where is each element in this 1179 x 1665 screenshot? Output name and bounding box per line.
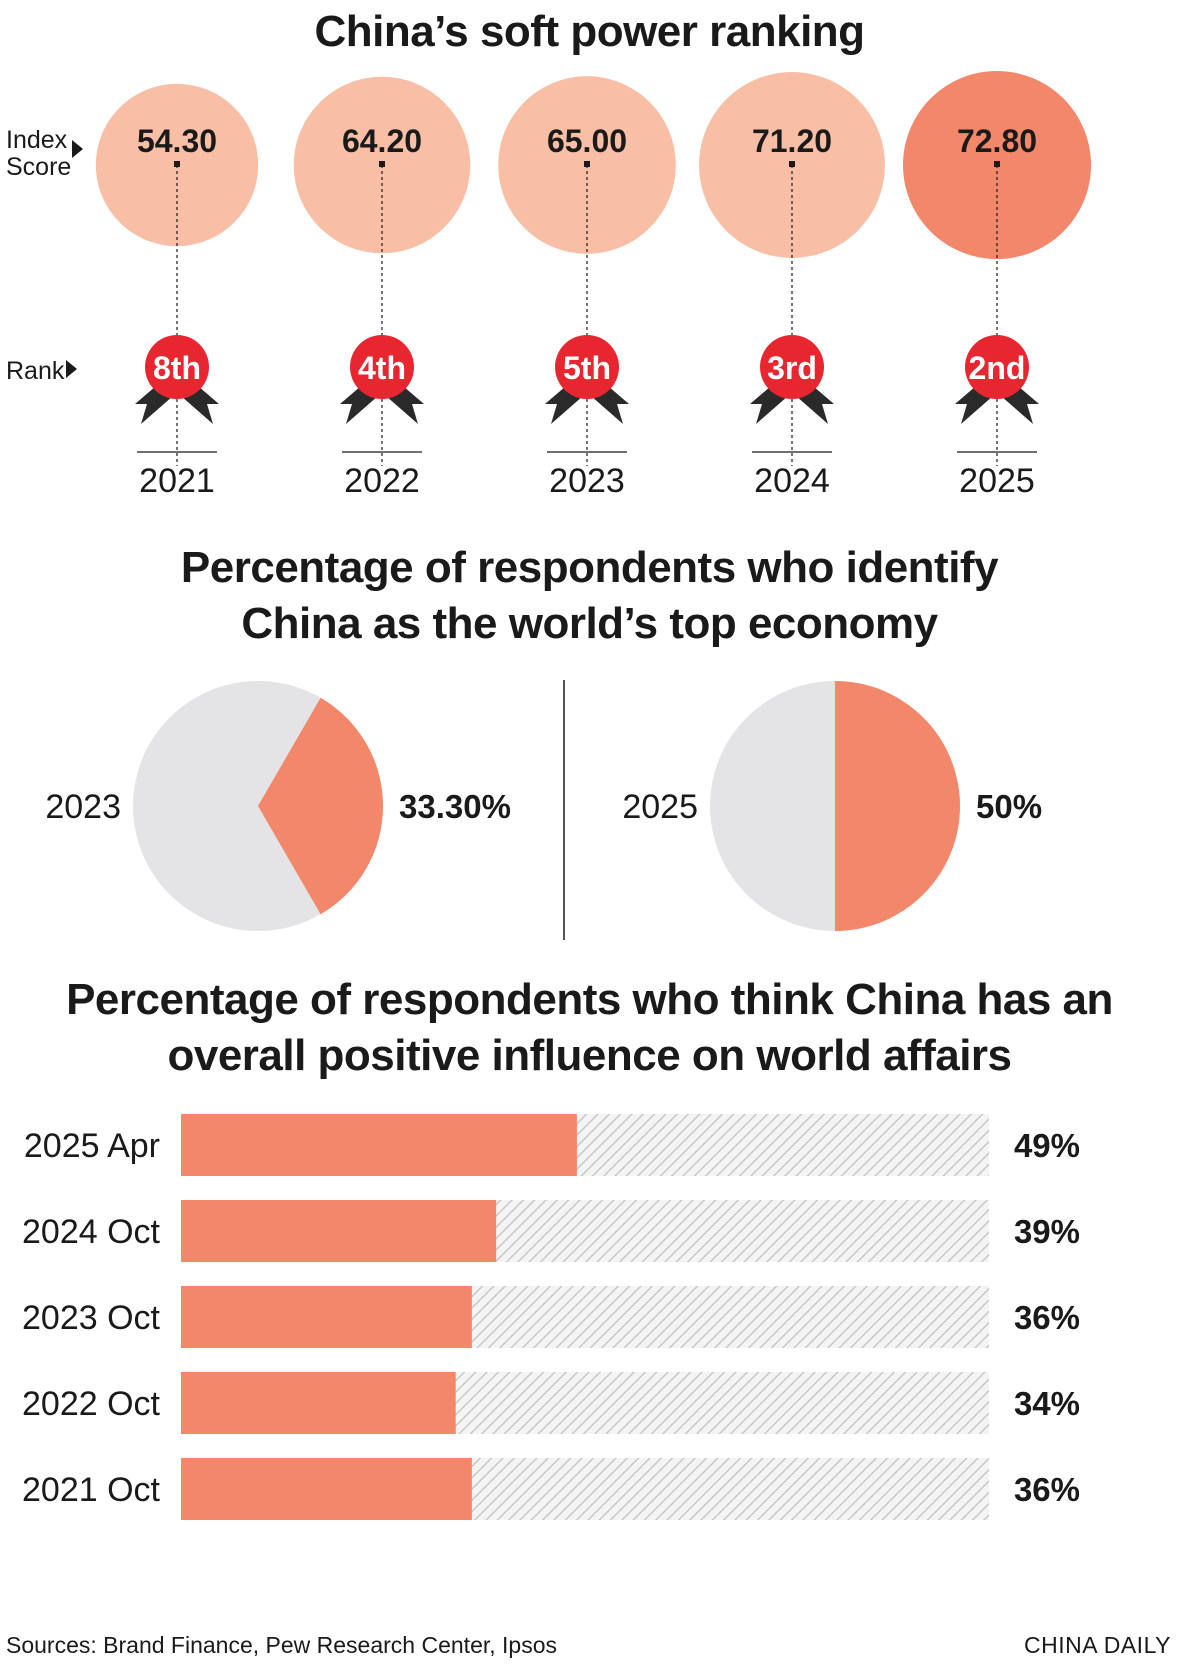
score-label-2021: 54.30	[137, 123, 217, 159]
year-label-2025: 2025	[959, 462, 1035, 500]
score-label-2023: 65.00	[547, 123, 627, 159]
bar-2023-Oct	[181, 1286, 472, 1348]
bar-2025-Apr	[181, 1114, 577, 1176]
pie-slice-2025	[835, 681, 960, 931]
score-label-2024: 71.20	[752, 123, 832, 159]
economy-title-line2: China as the world’s top economy	[241, 599, 938, 648]
rank-label-2021: 8th	[153, 350, 201, 386]
bar-value-label-3: 34%	[1014, 1385, 1080, 1422]
influence-title-line2: overall positive influence on world affa…	[167, 1031, 1012, 1080]
bar-category-label-0: 2025 Apr	[24, 1127, 160, 1165]
bar-value-label-1: 39%	[1014, 1213, 1080, 1250]
influence-title-line1: Percentage of respondents who think Chin…	[66, 975, 1113, 1024]
rank-badge-icon-2025	[955, 335, 1039, 424]
soft-power-title: China’s soft power ranking	[314, 7, 865, 56]
leader-dot-2025	[994, 161, 1000, 167]
year-label-2023: 2023	[549, 462, 625, 500]
economy-title-line1: Percentage of respondents who identify	[180, 543, 999, 592]
score-label-2025: 72.80	[957, 123, 1037, 159]
bar-value-label-2: 36%	[1014, 1299, 1080, 1336]
index-score-label-line2: Score	[6, 153, 72, 181]
china-daily-logo: CHINA DAILY	[1024, 1632, 1171, 1658]
pie-year-label-2023: 2023	[45, 788, 121, 826]
index-score-label-line1: Index	[6, 126, 68, 154]
leader-dot-2022	[379, 161, 385, 167]
bar-value-label-0: 49%	[1014, 1127, 1080, 1164]
rank-label-2022: 4th	[358, 350, 406, 386]
pie-value-label-2025: 50%	[976, 788, 1042, 825]
rank-medal	[350, 335, 414, 399]
bar-category-label-3: 2022 Oct	[22, 1385, 161, 1423]
bar-category-label-4: 2021 Oct	[22, 1471, 161, 1509]
index-score-pointer-icon	[72, 140, 83, 158]
rank-medal	[145, 335, 209, 399]
rank-badge-icon-2024	[750, 335, 834, 424]
pie-value-label-2023: 33.30%	[399, 788, 511, 825]
rank-badge-icon-2021	[135, 335, 219, 424]
rank-medal	[760, 335, 824, 399]
bar-value-label-4: 36%	[1014, 1471, 1080, 1508]
influence-bar-chart: 2025 Apr 49% 2024 Oct 39% 2023 Oct 36% 2022 Oc…	[22, 1114, 1080, 1520]
rank-medal	[555, 335, 619, 399]
score-label-2022: 64.20	[342, 123, 422, 159]
bar-2021-Oct	[181, 1458, 472, 1520]
bar-category-label-1: 2024 Oct	[22, 1213, 161, 1251]
year-label-2024: 2024	[754, 462, 830, 500]
leader-dot-2024	[789, 161, 795, 167]
soft-power-chart: 54.30 8th 2021 64.20 4th 2022 65.00 5th 2023 71.2…	[95, 71, 1091, 500]
leader-dot-2023	[584, 161, 590, 167]
leader-dot-2021	[174, 161, 180, 167]
bar-2022-Oct	[181, 1372, 456, 1434]
pie-year-label-2025: 2025	[622, 788, 698, 826]
bar-category-label-2: 2023 Oct	[22, 1299, 161, 1337]
rank-label: Rank	[6, 357, 65, 385]
rank-label-2023: 5th	[563, 350, 611, 386]
rank-label-2024: 3rd	[767, 350, 817, 386]
rank-medal	[965, 335, 1029, 399]
year-label-2022: 2022	[344, 462, 420, 500]
economy-pie-charts: 2023 33.30% 2025 50%	[45, 680, 1042, 940]
rank-badge-icon-2022	[340, 335, 424, 424]
rank-label-2025: 2nd	[969, 350, 1026, 386]
year-label-2021: 2021	[139, 462, 215, 500]
sources-note: Sources: Brand Finance, Pew Research Cen…	[6, 1632, 558, 1658]
rank-pointer-icon	[66, 360, 77, 378]
rank-badge-icon-2023	[545, 335, 629, 424]
pie-slice-2023	[258, 697, 383, 915]
bar-2024-Oct	[181, 1200, 497, 1262]
